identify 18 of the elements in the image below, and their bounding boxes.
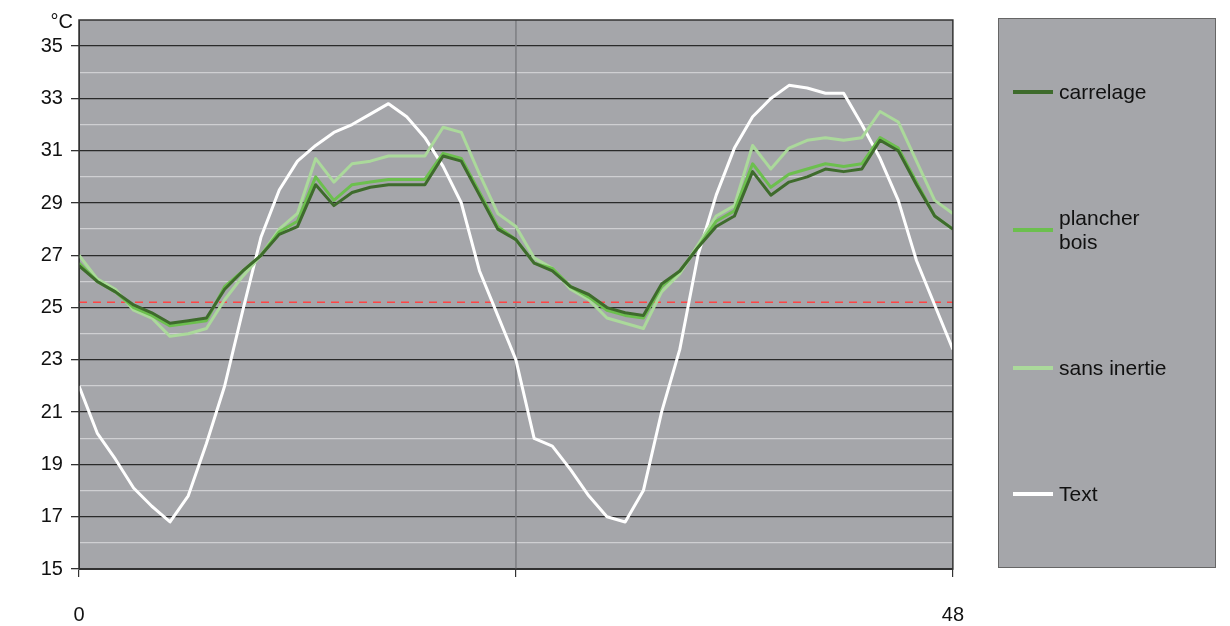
- y-tick-label: 21: [40, 399, 63, 422]
- y-tick-label: 33: [40, 85, 63, 108]
- legend-label: carrelage: [1059, 80, 1147, 104]
- legend-label: Text: [1059, 482, 1098, 506]
- y-tick-label: 35: [40, 33, 63, 56]
- y-tick-label: 17: [40, 504, 63, 527]
- x-tick-label: 48: [941, 602, 964, 625]
- y-tick-label: 23: [40, 347, 63, 370]
- y-tick-label: 27: [40, 242, 63, 265]
- legend-label: plancher bois: [1059, 206, 1141, 254]
- y-tick-label: 19: [40, 451, 63, 474]
- y-tick-label: 31: [40, 138, 63, 161]
- y-tick-label: 15: [40, 556, 63, 579]
- y-tick-label: 29: [40, 190, 63, 213]
- x-tick-label: 0: [73, 602, 85, 625]
- y-axis-title: °C: [50, 10, 73, 32]
- legend-label: sans inertie: [1059, 356, 1167, 380]
- y-tick-label: 25: [40, 295, 63, 318]
